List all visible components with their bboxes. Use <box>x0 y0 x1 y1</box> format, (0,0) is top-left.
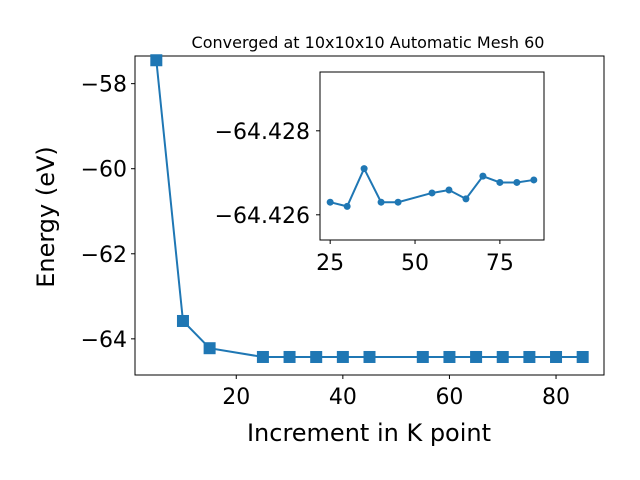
main-x-tick-label: 40 <box>329 385 357 410</box>
inset-data-point <box>377 198 385 206</box>
main-data-point <box>576 351 589 364</box>
inset-data-point <box>394 198 402 206</box>
inset-data-point <box>445 186 453 194</box>
main-y-tick-label: −64 <box>81 328 127 353</box>
main-x-tick-label: 80 <box>542 385 570 410</box>
inset-x-tick-label: 75 <box>486 251 514 276</box>
inset-data-point <box>479 172 487 180</box>
y-axis-label: Energy (eV) <box>32 146 60 288</box>
chart-title: Converged at 10x10x10 Automatic Mesh 60 <box>192 33 545 52</box>
main-data-point <box>150 54 163 67</box>
inset-x-tick-label: 25 <box>316 251 344 276</box>
main-data-point <box>550 350 563 363</box>
inset-data-point <box>326 198 334 206</box>
inset-plot: 25 50 75 −64.428 −64.426 <box>215 71 545 276</box>
inset-data-point <box>360 165 368 173</box>
main-data-point <box>443 350 456 363</box>
main-x-tick-label: 20 <box>222 385 250 410</box>
x-axis-label: Increment in K point <box>247 419 491 447</box>
inset-data-point <box>462 195 470 203</box>
main-data-point <box>523 350 536 363</box>
main-data-point <box>283 350 296 363</box>
inset-data-point <box>513 178 521 186</box>
inset-y-tick-label: −64.426 <box>215 204 310 229</box>
inset-data-point <box>530 176 538 184</box>
main-x-tick-label: 60 <box>435 385 463 410</box>
main-data-point <box>470 350 483 363</box>
main-data-point <box>496 351 509 364</box>
inset-data-point <box>428 189 436 197</box>
inset-y-tick-label: −64.428 <box>215 120 310 145</box>
inset-axes-frame <box>319 71 545 241</box>
main-axes-frame <box>134 55 605 376</box>
main-y-tick-label: −60 <box>81 158 127 183</box>
inset-data-point <box>343 202 351 210</box>
main-data-point <box>203 342 216 355</box>
main-y-tick-label: −62 <box>81 243 127 268</box>
main-y-tick-label: −58 <box>81 73 127 98</box>
main-data-point <box>310 351 323 364</box>
main-data-point <box>336 350 349 363</box>
inset-background <box>320 72 544 240</box>
inset-x-tick-label: 50 <box>401 251 429 276</box>
main-data-point <box>256 350 269 363</box>
main-data-point <box>176 314 189 327</box>
main-plot: 20 40 60 80 −58 −60 −62 −64 <box>81 54 605 410</box>
inset-data-point <box>496 178 504 186</box>
main-data-point <box>416 350 429 363</box>
main-data-point <box>363 350 376 363</box>
